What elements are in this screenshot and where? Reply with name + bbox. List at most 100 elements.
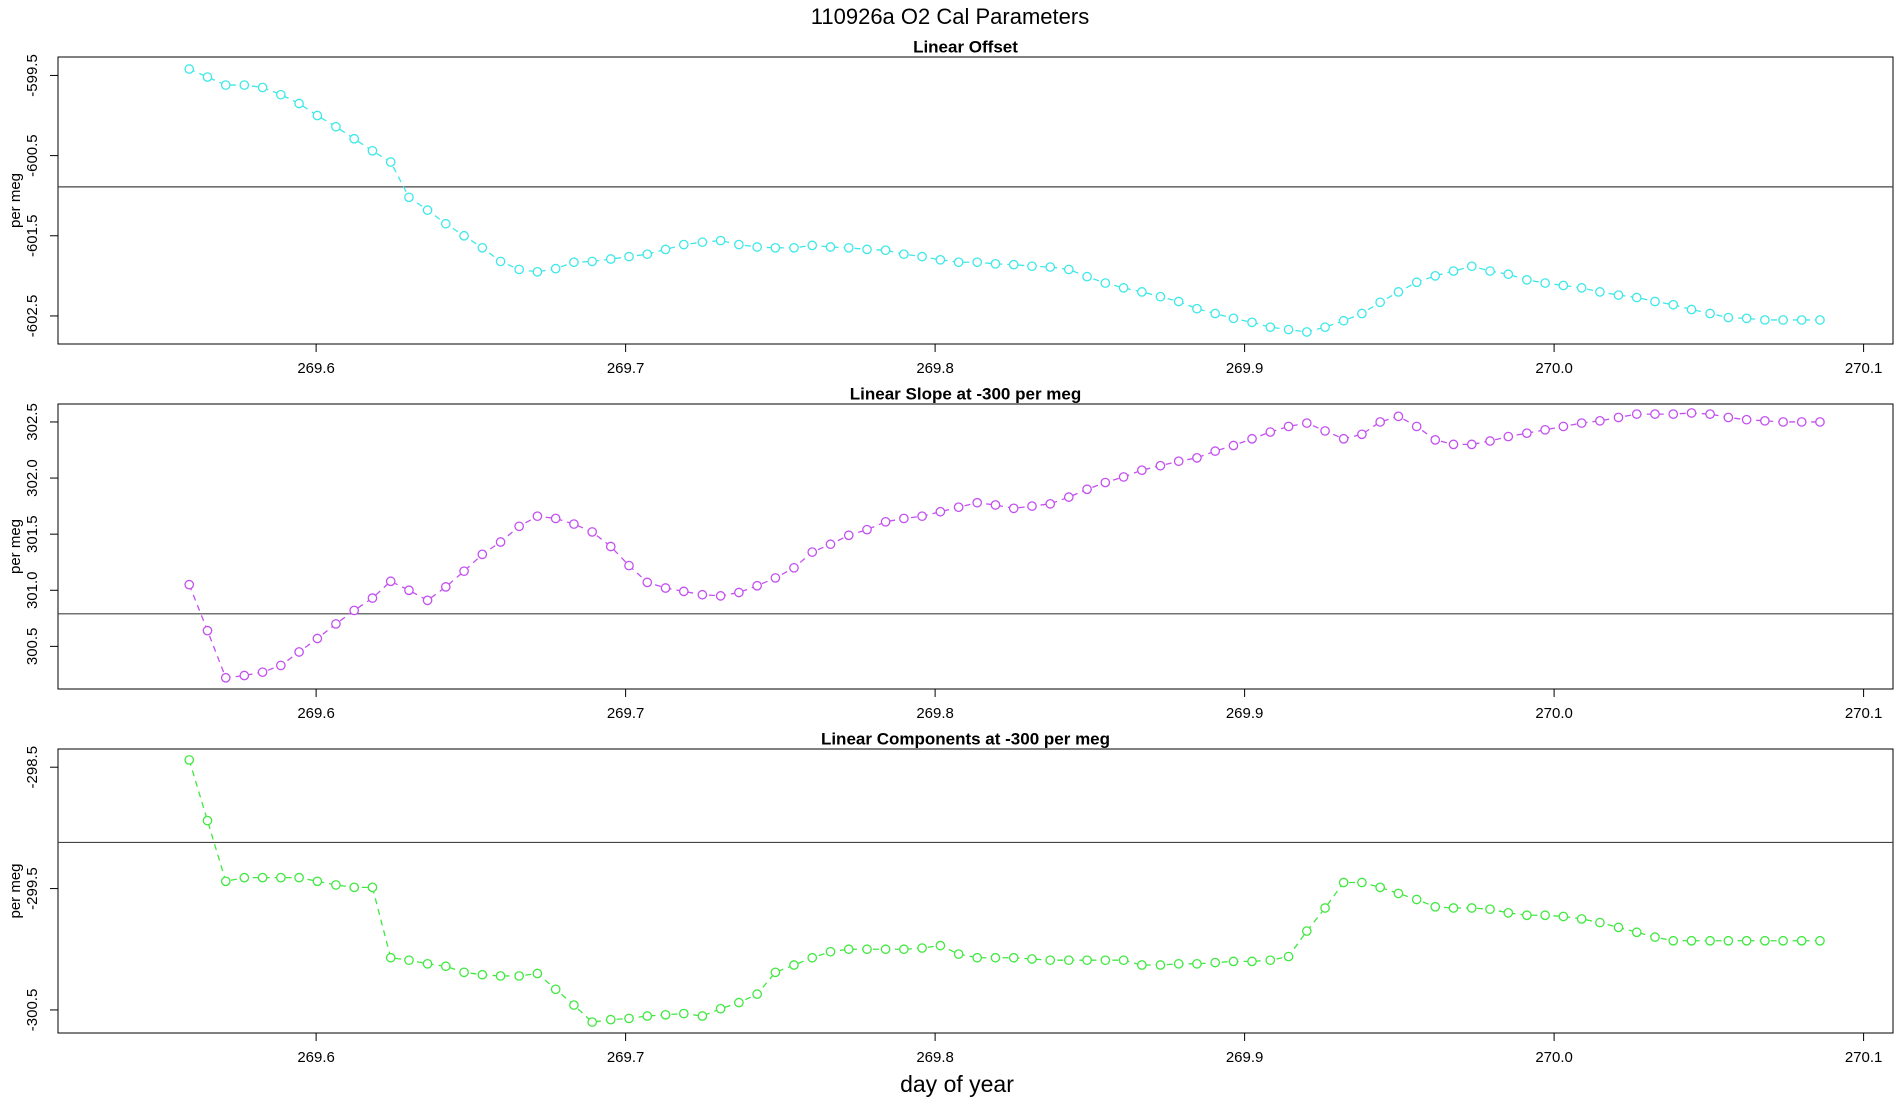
data-point (972, 497, 983, 508)
data-point (1155, 460, 1166, 471)
y-tick-label: -300.5 (24, 989, 41, 1032)
data-point (1705, 409, 1715, 419)
x-tick-label: 269.6 (297, 1049, 335, 1066)
data-point (1192, 958, 1202, 969)
data-point (789, 562, 799, 573)
data-point (532, 266, 543, 277)
data-point (1393, 287, 1404, 297)
x-tick-label: 269.9 (1226, 705, 1264, 722)
y-axis-label: per meg (7, 173, 24, 228)
data-point (807, 952, 818, 963)
data-point (440, 218, 451, 229)
data-point (1466, 439, 1477, 450)
data-point (495, 256, 506, 267)
data-point (1668, 935, 1679, 946)
data-point (349, 605, 360, 616)
y-tick-label: -600.5 (24, 134, 41, 177)
data-point (843, 242, 854, 253)
data-point (495, 971, 506, 981)
data-point (1613, 412, 1624, 423)
data-point (1118, 955, 1129, 966)
data-point (807, 547, 818, 557)
data-point (1760, 935, 1770, 946)
y-tick-label: 300.5 (24, 628, 41, 666)
data-point (1210, 308, 1221, 319)
data-point (587, 1017, 598, 1027)
data-point (294, 98, 304, 109)
y-axis-label: per meg (7, 519, 24, 574)
data-point (1082, 484, 1092, 495)
data-point (1008, 952, 1019, 963)
data-point (1320, 426, 1330, 436)
data-point (1430, 435, 1441, 445)
data-point (1815, 417, 1825, 427)
data-point (1631, 292, 1642, 303)
data-point (678, 586, 689, 597)
data-point (477, 969, 488, 980)
data-point (880, 944, 891, 955)
data-point (825, 539, 836, 550)
data-point (1210, 446, 1221, 456)
data-point (1613, 290, 1624, 300)
data-point (1301, 418, 1312, 428)
data-point (1723, 412, 1734, 423)
data-point (624, 251, 634, 262)
data-point (1686, 408, 1697, 418)
data-point (843, 944, 854, 955)
data-point (1063, 264, 1074, 275)
data-point (605, 1014, 616, 1025)
main-title: 110926a O2 Cal Parameters (811, 4, 1089, 29)
data-point (367, 882, 378, 893)
data-point (1668, 409, 1679, 419)
data-point (642, 577, 653, 588)
data-point (825, 242, 836, 252)
data-point (514, 521, 524, 532)
data-point (1448, 439, 1459, 450)
data-point (899, 944, 909, 955)
data-point (1430, 271, 1441, 281)
data-point (862, 524, 872, 535)
x-tick-label: 269.7 (607, 360, 645, 377)
data-point (678, 1008, 689, 1019)
data-point (1485, 266, 1495, 276)
data-point (660, 1009, 671, 1020)
data-point (880, 245, 891, 256)
data-point (1375, 882, 1386, 893)
y-tick-label: 302.5 (24, 403, 41, 441)
data-point (495, 537, 506, 547)
data-point (1448, 903, 1459, 913)
data-point (1558, 421, 1569, 432)
data-point (275, 89, 286, 100)
data-point (239, 670, 250, 681)
data-point (1008, 259, 1019, 270)
data-point (1155, 291, 1166, 302)
data-point (990, 500, 1001, 510)
y-tick-label: -602.5 (24, 295, 41, 338)
data-point (367, 593, 378, 603)
data-point (1393, 888, 1404, 899)
data-point (990, 952, 1001, 963)
data-point (422, 205, 433, 215)
data-point (1796, 417, 1807, 427)
data-point (1301, 926, 1312, 936)
data-point (843, 530, 854, 541)
data-point (239, 872, 250, 883)
data-point (789, 242, 799, 253)
data-point (1063, 955, 1074, 966)
data-point (953, 949, 964, 959)
data-point (367, 145, 378, 156)
data-point (1357, 429, 1367, 440)
data-point (807, 240, 818, 251)
data-point (1118, 472, 1129, 482)
data-point (312, 633, 323, 644)
data-point (1595, 415, 1605, 426)
data-point (422, 958, 433, 969)
data-point (532, 511, 543, 522)
y-tick-label: 301.0 (24, 571, 41, 609)
data-point (642, 249, 653, 260)
data-point (1503, 269, 1514, 280)
data-point (202, 815, 213, 826)
data-point (605, 541, 616, 552)
data-point (1613, 922, 1624, 933)
data-point (1595, 917, 1605, 928)
